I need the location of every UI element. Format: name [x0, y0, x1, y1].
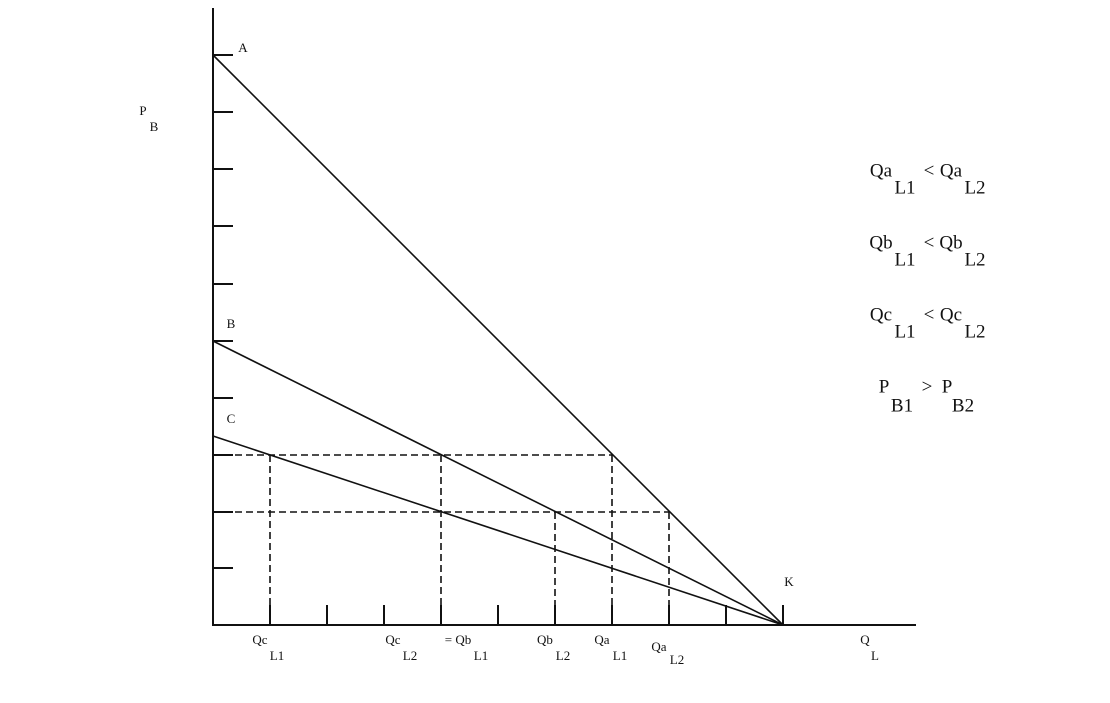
relation-left: Qa — [870, 160, 893, 181]
x-label-sub: L2 — [403, 648, 417, 663]
relation-right-sub: B2 — [952, 395, 974, 416]
relation-left-sub: L1 — [894, 177, 915, 198]
x-label: Qa — [651, 639, 666, 654]
x-label: = Qb — [445, 632, 471, 647]
x-label-sub: L1 — [613, 648, 627, 663]
point-label: K — [784, 574, 794, 589]
relation-right-sub: L2 — [964, 177, 985, 198]
x-label: Qc — [252, 632, 267, 647]
x-axis-label-sub: L — [871, 648, 879, 663]
relation-op: > — [922, 376, 933, 397]
y-axis-label: P — [139, 103, 146, 118]
relation-left: Qb — [869, 232, 892, 253]
point-label: C — [227, 411, 236, 426]
x-label: Qa — [594, 632, 609, 647]
x-label-sub: L2 — [556, 648, 570, 663]
x-label-sub: L1 — [270, 648, 284, 663]
x-label: Qc — [385, 632, 400, 647]
x-axis-label: Q — [860, 632, 870, 647]
point-label: B — [227, 316, 236, 331]
y-axis-label-sub: B — [150, 119, 159, 134]
lines — [212, 54, 784, 626]
x-label-sub: L1 — [474, 648, 488, 663]
line-a — [212, 54, 784, 626]
x-ticks — [269, 605, 784, 625]
point-label: A — [238, 40, 248, 55]
relation-left-sub: L1 — [894, 321, 915, 342]
relation-left-sub: L1 — [894, 249, 915, 270]
relation-op: < — [924, 304, 935, 325]
relation-op: < — [924, 232, 935, 253]
relation-right: Qb — [939, 232, 962, 253]
relation-right-sub: L2 — [964, 321, 985, 342]
relation-right: P — [942, 376, 953, 397]
dashed-guides — [213, 454, 670, 625]
relation-left: Qc — [870, 304, 892, 325]
relation-right: Qc — [940, 304, 962, 325]
relation-op: < — [924, 160, 935, 181]
line-c — [212, 435, 784, 626]
relation-right: Qa — [940, 160, 963, 181]
relation-left-sub: B1 — [891, 395, 913, 416]
axes — [212, 8, 916, 626]
line-b — [212, 340, 784, 626]
relation-right-sub: L2 — [964, 249, 985, 270]
relation-left: P — [879, 376, 890, 397]
x-label-sub: L2 — [670, 652, 684, 667]
y-ticks — [213, 54, 233, 569]
x-label: Qb — [537, 632, 553, 647]
